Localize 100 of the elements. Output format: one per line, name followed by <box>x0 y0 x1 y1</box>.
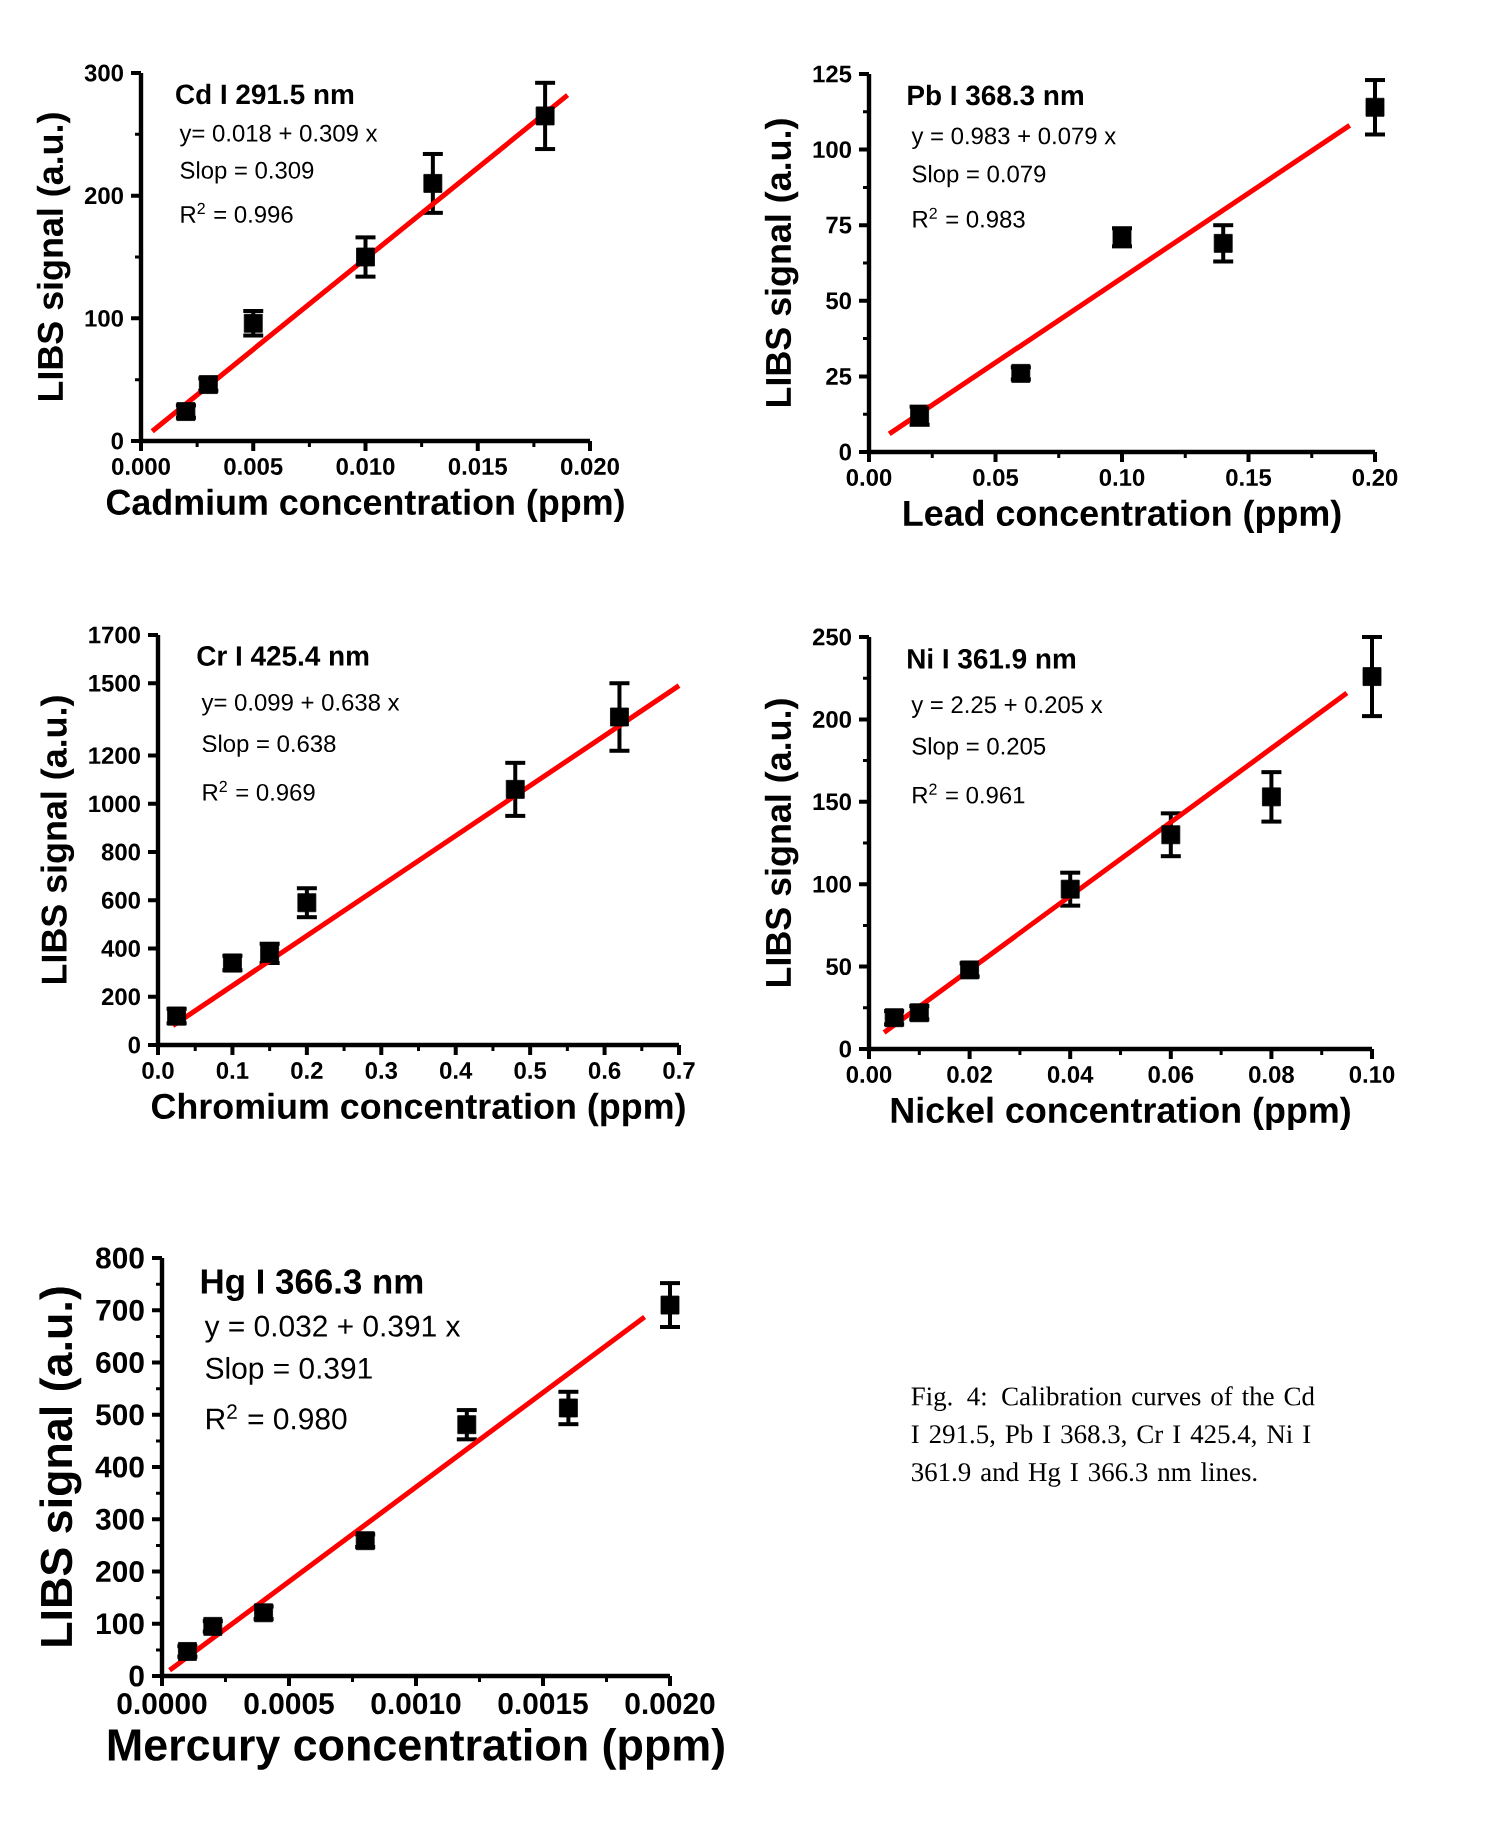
x-tick-label: 0.2 <box>291 1062 323 1079</box>
chart-title: Ni I 361.9 nm <box>908 648 1076 669</box>
y-axis-title: LIBS signal (a.u.) <box>764 119 799 407</box>
y-tick-label: 0 <box>111 432 123 450</box>
y-tick-label: 400 <box>95 1456 144 1478</box>
y-tick-label: 300 <box>95 1508 144 1530</box>
y-tick-label: 0 <box>129 1665 144 1687</box>
y-tick-label: 25 <box>826 367 852 385</box>
x-tick-label: 0.00 <box>846 469 892 486</box>
x-tick-label: 0.15 <box>1226 469 1272 486</box>
x-tick-label: 0.0000 <box>117 1693 207 1715</box>
y-tick-label: 300 <box>84 64 123 82</box>
annotation: Slop = 0.638 <box>202 734 336 757</box>
x-tick-label: 0.0 <box>142 1062 174 1079</box>
y-tick-label: 400 <box>101 940 140 957</box>
y-axis-title: LIBS signal (a.u.) <box>40 696 75 984</box>
x-tick-label: 0.0015 <box>498 1693 588 1715</box>
point <box>243 313 263 333</box>
x-tick-label: 0.06 <box>1148 1066 1194 1083</box>
y-tick-label: 250 <box>812 628 851 646</box>
point <box>1362 667 1382 686</box>
x-tick-label: 0.02 <box>947 1066 992 1083</box>
y-tick-label: 100 <box>96 1613 144 1635</box>
x-tick-label: 0.10 <box>1099 469 1145 486</box>
y-axis-title: LIBS signal (a.u.) <box>39 1287 82 1646</box>
annotation: R$^{2}$ = 0.980 <box>207 1404 347 1430</box>
y-tick-label: 50 <box>826 958 851 976</box>
y-tick-label: 1500 <box>89 674 140 692</box>
annotation: y = 0.983 + 0.079 x <box>911 127 1116 150</box>
x-tick-label: 0.20 <box>1352 469 1398 486</box>
x-tick-label: 0.7 <box>663 1062 695 1079</box>
y-axis-title: LIBS signal (a.u.) <box>764 699 799 987</box>
point <box>1262 787 1281 807</box>
chart-title: Cr I 425.4 nm <box>197 646 369 666</box>
y-tick-label: 50 <box>826 292 851 310</box>
x-tick-label: 0.3 <box>365 1062 398 1080</box>
x-tick-label: 0.0010 <box>371 1693 461 1715</box>
y-tick-label: 500 <box>96 1404 144 1426</box>
point <box>297 893 317 913</box>
x-tick-label: 0.1 <box>216 1062 249 1079</box>
y-tick-label: 600 <box>101 891 140 909</box>
y-tick-label: 200 <box>812 710 851 728</box>
caption: Fig. 4: Calibration curves of the Cd I 291.5, Pb I 368.3, Cr I 425.4, Ni I 361.9 and Hg I 366.3 nm lines. <box>911 1386 1315 1487</box>
x-tick-label: 0.10 <box>1349 1066 1395 1083</box>
point <box>559 1398 578 1418</box>
annotation: Slop = 0.205 <box>912 737 1046 760</box>
chart-title: Cd I 291.5 nm <box>176 83 354 105</box>
x-tick-label: 0.0020 <box>625 1693 715 1715</box>
y-tick-label: 1000 <box>89 795 140 813</box>
y-tick-label: 0 <box>839 1040 851 1058</box>
y-tick-label: 0 <box>839 443 851 461</box>
x-tick-label: 0.4 <box>440 1062 473 1079</box>
x-axis-title: Mercury concentration (ppm) <box>108 1727 724 1770</box>
annotation: R$^{2}$ = 0.961 <box>913 783 1025 804</box>
y-tick-label: 200 <box>96 1560 144 1583</box>
x-tick-label: 0.0005 <box>244 1693 334 1715</box>
annotation: y = 2.25 + 0.205 x <box>911 696 1103 718</box>
y-tick-label: 1700 <box>89 626 140 644</box>
point <box>660 1295 680 1315</box>
x-tick-label: 0.6 <box>588 1062 621 1079</box>
x-axis-title: Lead concentration (ppm) <box>904 499 1341 534</box>
y-tick-label: 150 <box>813 793 851 811</box>
annotation: R$^{2}$ = 0.996 <box>181 202 293 223</box>
point <box>1213 233 1233 253</box>
point <box>356 247 375 267</box>
y-tick-label: 0 <box>128 1036 140 1054</box>
x-tick-label: 0.05 <box>973 469 1019 486</box>
x-tick-label: 0.00 <box>846 1066 892 1083</box>
point <box>610 707 629 727</box>
x-tick-label: 0.010 <box>336 458 395 475</box>
annotation: R$^{2}$ = 0.969 <box>203 780 315 801</box>
annotation: Slop = 0.309 <box>180 161 314 184</box>
annotation: y= 0.099 + 0.638 x <box>201 693 400 716</box>
y-axis-title: LIBS signal (a.u.) <box>36 113 71 401</box>
y-tick-label: 800 <box>96 1247 144 1269</box>
x-tick-label: 0.5 <box>514 1062 547 1079</box>
point <box>1060 879 1080 899</box>
y-tick-label: 125 <box>813 65 852 83</box>
x-tick-label: 0.000 <box>112 458 170 475</box>
x-axis-title: Cadmium concentration (ppm) <box>106 488 624 523</box>
chart-title: Pb I 368.3 nm <box>908 84 1083 106</box>
x-tick-label: 0.015 <box>448 458 507 475</box>
y-tick-label: 200 <box>84 187 123 205</box>
x-tick-label: 0.08 <box>1249 1066 1294 1083</box>
annotation: y= 0.018 + 0.309 x <box>179 124 378 147</box>
y-tick-label: 800 <box>101 843 140 861</box>
annotation: y = 0.032 + 0.391 x <box>204 1315 461 1343</box>
point <box>505 779 525 799</box>
point <box>535 106 555 126</box>
y-tick-label: 200 <box>101 988 140 1006</box>
y-tick-label: 75 <box>826 216 852 234</box>
chart-title: Hg I 366.3 nm <box>201 1269 423 1301</box>
y-tick-label: 100 <box>813 875 851 893</box>
y-tick-label: 700 <box>96 1299 144 1321</box>
y-tick-label: 1200 <box>89 747 140 765</box>
x-tick-label: 0.04 <box>1047 1066 1094 1083</box>
annotation: R$^{2}$ = 0.983 <box>913 207 1025 228</box>
y-tick-label: 100 <box>813 141 851 159</box>
y-tick-label: 100 <box>85 309 123 327</box>
point <box>1365 97 1385 117</box>
